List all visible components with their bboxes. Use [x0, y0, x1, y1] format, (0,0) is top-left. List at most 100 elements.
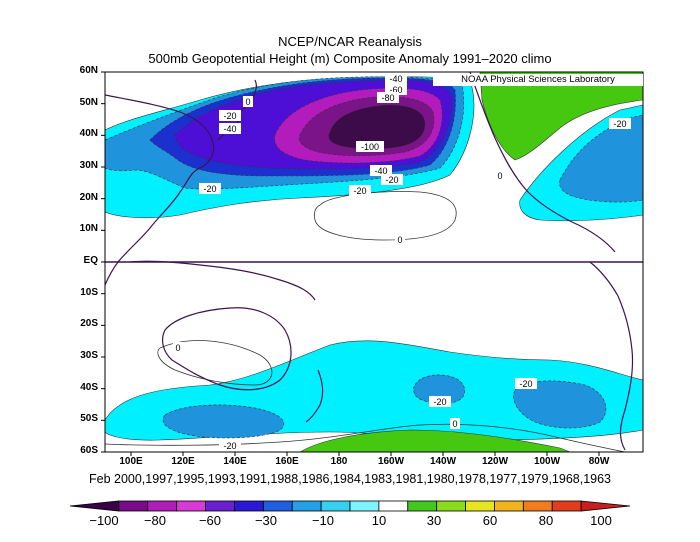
colorbar-segment — [378, 500, 409, 512]
colorbar-label: −10 — [311, 513, 335, 528]
colorbar-label: 60 — [482, 513, 498, 528]
latitude-label: 20N — [79, 191, 98, 203]
colorbar-segment — [580, 500, 631, 512]
contour-label: -20 — [515, 378, 537, 389]
coast-north-america — [469, 72, 616, 253]
longitude-label: 140W — [429, 456, 457, 467]
svg-text:-20: -20 — [223, 441, 236, 451]
contour-label: -20 — [349, 185, 371, 196]
anomaly-region-pos10-namerica — [479, 72, 643, 161]
anomaly-region-neg20-eastus — [559, 114, 643, 203]
anomaly-region-neg20-south-west — [162, 404, 285, 439]
svg-text:-20: -20 — [223, 111, 236, 121]
longitude-label: 140E — [223, 456, 247, 467]
svg-text:-20: -20 — [353, 186, 366, 196]
latitude-label: 60S — [80, 445, 98, 456]
colorbar-segment — [551, 500, 582, 512]
colorbar-segment — [205, 500, 235, 512]
latitude-label: 60N — [79, 65, 98, 76]
colorbar-segment — [147, 500, 178, 512]
longitude-label: 100E — [119, 456, 143, 467]
longitude-label: 180 — [330, 456, 348, 467]
colorbar-label: −100 — [89, 513, 119, 528]
composite-years-caption: Feb 2000,1997,1995,1993,1991,1988,1986,1… — [88, 472, 612, 486]
latitude-label: 50N — [79, 96, 98, 108]
contour-label: -20 — [199, 183, 221, 194]
colorbar-segment — [494, 500, 524, 512]
contour-label: -60 — [385, 84, 407, 95]
coast-australia — [162, 307, 292, 391]
svg-text:-20: -20 — [613, 119, 626, 129]
latitude-ticks — [101, 71, 105, 453]
colorbar-label: −60 — [198, 513, 222, 528]
svg-text:-60: -60 — [389, 85, 402, 95]
colorbar-segment — [436, 500, 466, 512]
svg-text:0: 0 — [452, 419, 457, 429]
contour-label: -20 — [609, 118, 631, 129]
svg-text:-100: -100 — [361, 142, 379, 152]
colorbar-label: 80 — [538, 513, 554, 528]
contour-label: -40 — [219, 123, 241, 134]
contour-label: 0 — [395, 234, 405, 245]
colorbar-label: 100 — [590, 513, 612, 528]
contour-label: -40 — [370, 165, 392, 176]
colorbar-segment — [262, 500, 293, 512]
colorbar-segment — [69, 500, 120, 512]
contour-label: -100 — [356, 141, 384, 152]
title-line-2: 500mb Geopotential Height (m) Composite … — [148, 51, 552, 66]
coast-south-america — [589, 261, 634, 451]
colorbar-label: 30 — [426, 513, 442, 528]
title-line-1: NCEP/NCAR Reanalysis — [278, 34, 422, 49]
colorbar-segment — [349, 500, 380, 512]
svg-text:-40: -40 — [374, 166, 387, 176]
latitude-label: 40S — [80, 381, 98, 393]
colorbar-label: −30 — [254, 513, 278, 528]
contour-label: 0 — [495, 170, 505, 181]
contour-label: 0 — [243, 96, 253, 107]
longitude-ticks — [130, 452, 600, 456]
anomaly-region-neg20-south-east — [513, 380, 607, 429]
svg-text:0: 0 — [397, 235, 402, 245]
svg-text:-20: -20 — [433, 397, 446, 407]
zero-contour-south — [105, 423, 626, 452]
zero-contour-australia — [157, 340, 273, 386]
colorbar-label: −80 — [143, 513, 167, 528]
credit-label: NOAA Physical Sciences Laboratory — [433, 74, 643, 86]
svg-text:-20: -20 — [385, 175, 398, 185]
colorbar-segment — [291, 500, 322, 512]
latitude-label: EQ — [83, 255, 98, 266]
longitude-label: 160E — [275, 456, 299, 467]
coast-asia — [105, 94, 215, 286]
svg-text:0: 0 — [245, 97, 250, 107]
contour-label: -40 — [385, 73, 407, 84]
contour-label: -20 — [219, 440, 241, 451]
contour-labels: -40-60-80-100-40-20-20-40-20 -200000-20-2… — [173, 73, 631, 451]
colorbar-segment — [176, 500, 206, 512]
latitude-label: 50S — [80, 413, 98, 425]
anomaly-region-neg100-north — [328, 104, 426, 150]
svg-text:-80: -80 — [381, 93, 394, 103]
svg-text:0: 0 — [497, 171, 502, 181]
colorbar-segment — [118, 500, 149, 512]
anomaly-region-neg20-south-central — [413, 374, 466, 404]
zero-contour-tropical — [313, 191, 457, 241]
colorbar-segment — [320, 500, 351, 512]
latitude-label: 20S — [80, 318, 98, 330]
longitude-label: 80W — [588, 456, 610, 467]
longitude-label: 100W — [533, 456, 561, 467]
contour-label: -20 — [381, 174, 403, 185]
contour-label: -20 — [219, 110, 241, 121]
longitude-label: 120E — [171, 456, 195, 467]
latitude-label: 10S — [80, 286, 98, 298]
svg-text:-20: -20 — [519, 379, 532, 389]
anomaly-region-pos10-south — [299, 429, 571, 452]
colorbar-segment — [522, 500, 553, 512]
latitude-label: 10N — [79, 223, 98, 235]
contour-label: -20 — [429, 396, 451, 407]
colorbar-label: 10 — [371, 513, 387, 528]
colorbar — [69, 500, 631, 512]
colorbar-segment — [234, 500, 264, 512]
colorbar-segment — [465, 500, 495, 512]
svg-text:-20: -20 — [203, 184, 216, 194]
